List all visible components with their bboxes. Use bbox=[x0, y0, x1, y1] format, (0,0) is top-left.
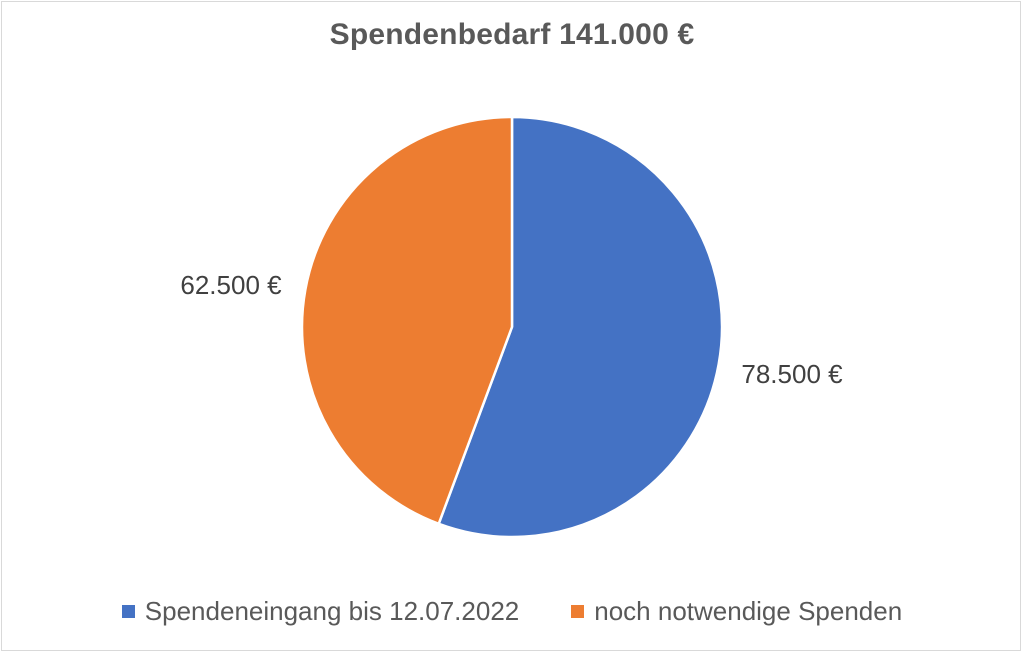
data-label-noch-notwendig: 62.500 € bbox=[180, 270, 282, 300]
legend-item-spendeneingang: Spendeneingang bis 12.07.2022 bbox=[121, 596, 520, 627]
pie-slices bbox=[300, 115, 724, 539]
data-label-spendeneingang: 78.500 € bbox=[741, 359, 843, 389]
legend-swatch-orange bbox=[571, 605, 585, 618]
legend-label: Spendeneingang bis 12.07.2022 bbox=[144, 596, 520, 626]
pie-slice-noch-notwendig bbox=[300, 115, 514, 526]
legend-label: noch notwendige Spenden bbox=[594, 596, 903, 626]
legend-item-noch-notwendig: noch notwendige Spenden bbox=[571, 596, 902, 627]
legend-swatch-blue bbox=[121, 605, 135, 618]
chart-title: Spendenbedarf 141.000 € bbox=[329, 18, 695, 51]
chart-legend: Spendeneingang bis 12.07.2022 noch notwe… bbox=[0, 596, 1024, 627]
pie-slice-spendeneingang bbox=[437, 115, 724, 539]
